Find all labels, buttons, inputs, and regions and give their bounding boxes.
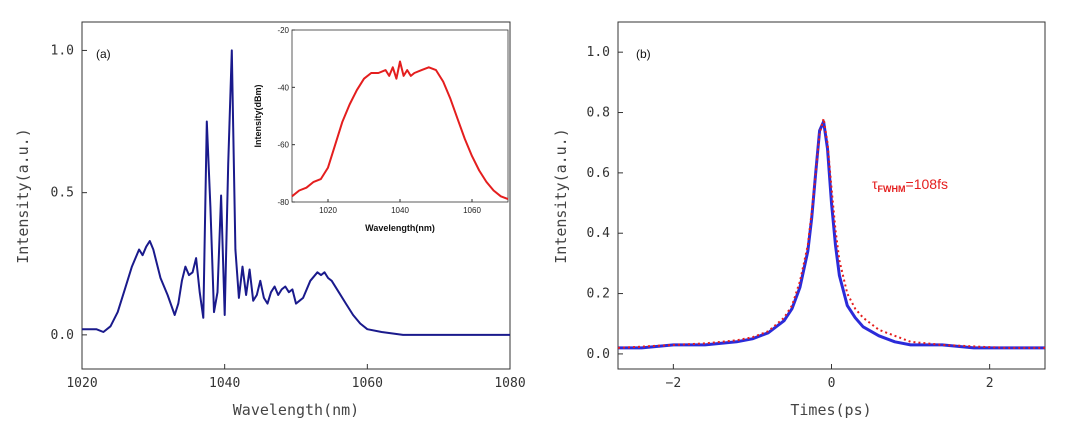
chart-a-panel-label: (a) [96,47,111,61]
chart-a-y-tick-label: 1.0 [51,43,74,58]
chart-b-y-tick-label: 0.6 [587,166,610,181]
chart-a-x-tick-label: 1040 [209,376,240,391]
chart-a: (a) 1020 1040 1060 1080 0.0 0.5 1.0 Wavelength… [14,21,526,419]
chart-a-y-axis-label: Intensity(a.u.) [14,128,32,263]
chart-b-y-tick-label: 0.2 [587,287,610,302]
chart-a-x-tick-label: 1080 [494,376,525,391]
chart-a-inset: 1020 1040 1060-80-60-40-20 Wavelength(nm) … [253,26,509,233]
chart-a-x-tick-label: 1060 [352,376,383,391]
inset-ticks: 1020 1040 1060 -80 -60 -40 -20 [277,26,481,215]
chart-b-x-tick-label: −2 [666,376,682,391]
chart-b-fit-line [617,118,1045,349]
annotation-tau: τ [872,176,878,192]
chart-b-measured-line [618,120,1045,350]
inset-x-axis-label: Wavelength(nm) [365,223,435,233]
chart-b-annotation: τFWHM=108fs [872,176,948,194]
chart-b-ticks: −2 0 2 0.0 0.2 0.4 0.6 0.8 1.0 [587,45,994,391]
inset-x-tick-label: 1020 [319,206,337,215]
inset-x-tick-label: 1040 [391,206,409,215]
chart-b-y-tick-label: 0.8 [587,106,610,121]
chart-b-y-tick-label: 0.0 [587,347,610,362]
chart-a-frame [81,21,511,370]
chart-a-y-tick-label: 0.5 [51,186,74,201]
inset-y-tick-label: -60 [277,141,289,150]
chart-b-x-tick-label: 0 [828,376,836,391]
chart-b: (b) −2 0 2 0.0 0.2 0.4 0.6 0.8 1.0 τFWHM=108fs T… [552,21,1046,419]
chart-a-series-line [82,49,510,336]
chart-b-y-axis-label: Intensity(a.u.) [552,128,570,263]
chart-a-x-tick-label: 1020 [66,376,97,391]
inset-y-tick-label: -80 [277,198,289,207]
chart-a-ticks: 1020 1040 1060 1080 0.0 0.5 1.0 [51,43,526,391]
inset-y-tick-label: -40 [277,83,289,92]
chart-b-x-axis-label: Times(ps) [790,401,871,419]
inset-background [292,30,508,202]
annotation-subscript: FWHM [878,184,906,194]
annotation-value: =108fs [906,176,948,192]
chart-a-y-tick-label: 0.0 [51,328,74,343]
chart-b-y-tick-label: 0.4 [587,226,611,241]
inset-series-line [291,60,509,201]
chart-b-x-tick-label: 2 [986,376,994,391]
chart-b-y-tick-label: 1.0 [587,45,610,60]
chart-a-x-axis-label: Wavelength(nm) [233,401,359,419]
inset-y-axis-label: Intensity(dBm) [253,84,263,147]
inset-y-tick-label: -20 [277,26,289,35]
inset-x-tick-label: 1060 [463,206,481,215]
chart-b-panel-label: (b) [636,47,651,61]
